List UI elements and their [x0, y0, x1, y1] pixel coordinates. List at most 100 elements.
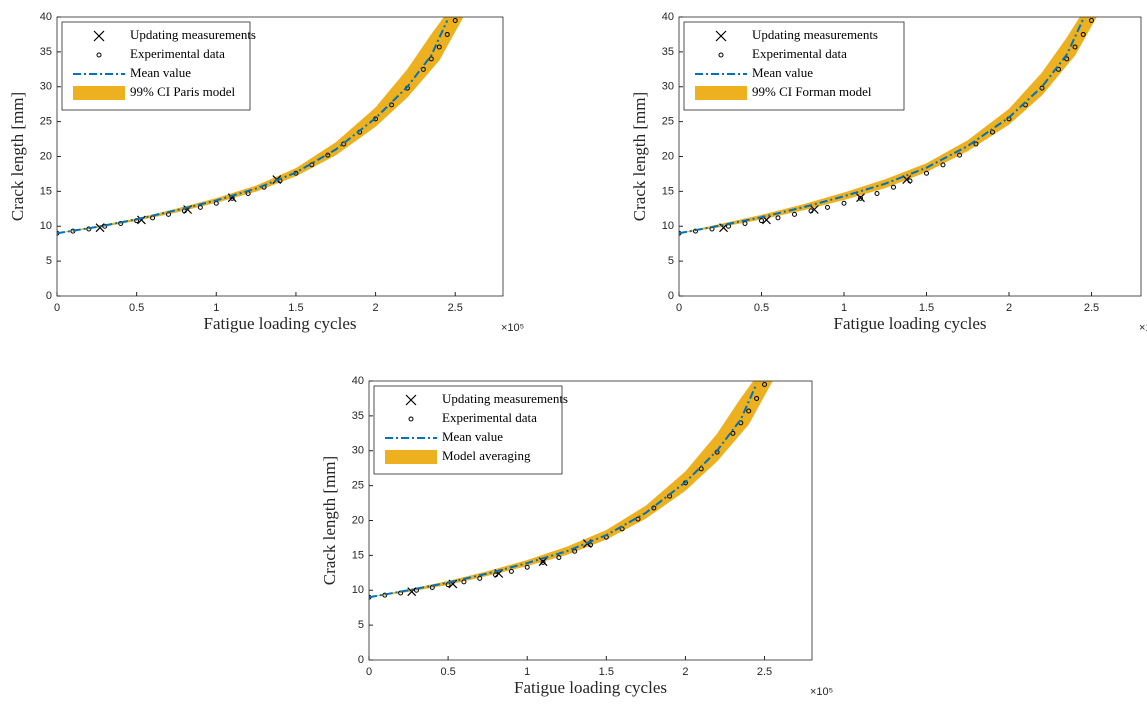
y-tick-label: 25	[662, 116, 674, 128]
experimental-point	[825, 204, 830, 210]
experimental-point	[924, 170, 929, 176]
y-tick-label: 20	[662, 150, 674, 162]
x-axis-label: Fatigue loading cycles	[514, 678, 667, 697]
x-multiplier: ×10⁵	[501, 322, 524, 334]
legend-symbol	[385, 450, 437, 464]
y-tick-label: 30	[352, 445, 364, 457]
x-tick-label: 0.5	[754, 302, 769, 314]
update-marker	[95, 223, 105, 233]
experimental-point	[382, 592, 388, 598]
x-axis-label: Fatigue loading cycles	[834, 314, 987, 333]
experimental-point	[1089, 17, 1094, 23]
y-tick-label: 15	[662, 185, 674, 197]
update-marker	[719, 223, 728, 233]
x-tick-label: 1	[841, 302, 847, 314]
x-tick-label: 0.5	[129, 302, 144, 314]
legend-label: Mean value	[442, 429, 503, 444]
experimental-point	[86, 226, 92, 232]
experimental-point	[940, 162, 946, 168]
y-tick-label: 10	[40, 220, 52, 232]
legend-symbol	[93, 30, 105, 42]
experimental-point	[891, 184, 896, 190]
experimental-point	[754, 395, 760, 401]
experimental-point	[1072, 44, 1078, 50]
experimental-point	[524, 564, 530, 570]
experimental-point	[197, 204, 203, 210]
legend-symbol	[73, 86, 125, 100]
x-tick-label: 0.5	[440, 666, 455, 678]
legend-symbol	[718, 52, 724, 58]
x-tick-label: 0	[366, 666, 372, 678]
y-axis-label: Crack length [mm]	[630, 92, 649, 221]
legend-label: Experimental data	[130, 46, 225, 61]
x-tick-label: 1.5	[919, 302, 934, 314]
legend-symbol	[695, 86, 747, 100]
legend-symbol	[405, 394, 417, 406]
experimental-point	[762, 381, 768, 387]
x-multiplier: ×10⁵	[1139, 322, 1147, 334]
x-tick-label: 1.5	[288, 302, 303, 314]
legend-label: 99% CI Paris model	[130, 84, 235, 99]
experimental-point	[420, 66, 426, 72]
legend-label: Mean value	[752, 65, 813, 80]
y-tick-label: 35	[40, 46, 52, 58]
experimental-point	[452, 17, 458, 23]
legend-label: Updating measurements	[130, 27, 256, 42]
y-axis-label: Crack length [mm]	[320, 456, 339, 585]
y-tick-label: 0	[668, 290, 674, 302]
update-marker	[809, 205, 819, 214]
x-tick-label: 2.5	[1084, 302, 1099, 314]
x-tick-label: 2.5	[448, 302, 463, 314]
experimental-point	[746, 408, 752, 414]
x-tick-label: 1	[213, 302, 219, 314]
y-axis-label: Crack length [mm]	[8, 92, 27, 221]
experimental-point	[540, 559, 546, 565]
subplot: 0 5 10 15 20 25 30 35 40 0 0.5 1 1.5 2 2.5 Fatigue load…	[630, 11, 1147, 334]
experimental-point	[477, 575, 483, 581]
x-tick-label: 1	[524, 666, 530, 678]
legend-symbol	[715, 30, 727, 42]
experimental-point	[775, 215, 781, 221]
mean-line	[369, 383, 758, 599]
y-tick-label: 40	[40, 11, 52, 23]
plot-content	[679, 17, 1097, 236]
y-tick-label: 0	[46, 290, 52, 302]
confidence-band	[369, 381, 773, 598]
confidence-band	[57, 17, 464, 234]
y-tick-label: 20	[352, 514, 364, 526]
x-tick-label: 2	[1006, 302, 1012, 314]
legend-label: Updating measurements	[752, 27, 878, 42]
y-tick-label: 35	[352, 410, 364, 422]
plot-content	[57, 17, 464, 236]
legend-symbol	[96, 52, 102, 58]
experimental-point	[693, 228, 698, 234]
x-tick-label: 0	[676, 302, 682, 314]
x-tick-label: 0	[54, 302, 60, 314]
y-tick-label: 40	[352, 375, 364, 387]
update-marker	[856, 193, 865, 203]
experimental-point	[841, 200, 847, 206]
x-tick-label: 2.5	[757, 666, 772, 678]
experimental-point	[858, 195, 863, 201]
legend-label: Experimental data	[442, 410, 537, 425]
legend-label: Model averaging	[442, 448, 531, 463]
y-tick-label: 30	[40, 81, 52, 93]
subplot: 0 5 10 15 20 25 30 35 40 0 0.5 1 1.5 2 2.5 Fatigue load…	[8, 11, 524, 334]
experimental-point	[874, 190, 880, 196]
experimental-point	[341, 141, 347, 147]
x-axis-label: Fatigue loading cycles	[204, 314, 357, 333]
y-tick-label: 30	[662, 81, 674, 93]
experimental-point	[436, 44, 442, 50]
experimental-point	[428, 56, 434, 62]
y-tick-label: 40	[662, 11, 674, 23]
x-tick-label: 2	[682, 666, 688, 678]
plot-content	[369, 381, 773, 600]
experimental-point	[556, 554, 562, 560]
mean-line	[57, 20, 449, 235]
y-tick-label: 20	[40, 150, 52, 162]
mean-line	[679, 18, 1085, 235]
y-tick-label: 0	[358, 654, 364, 666]
y-tick-label: 25	[40, 116, 52, 128]
